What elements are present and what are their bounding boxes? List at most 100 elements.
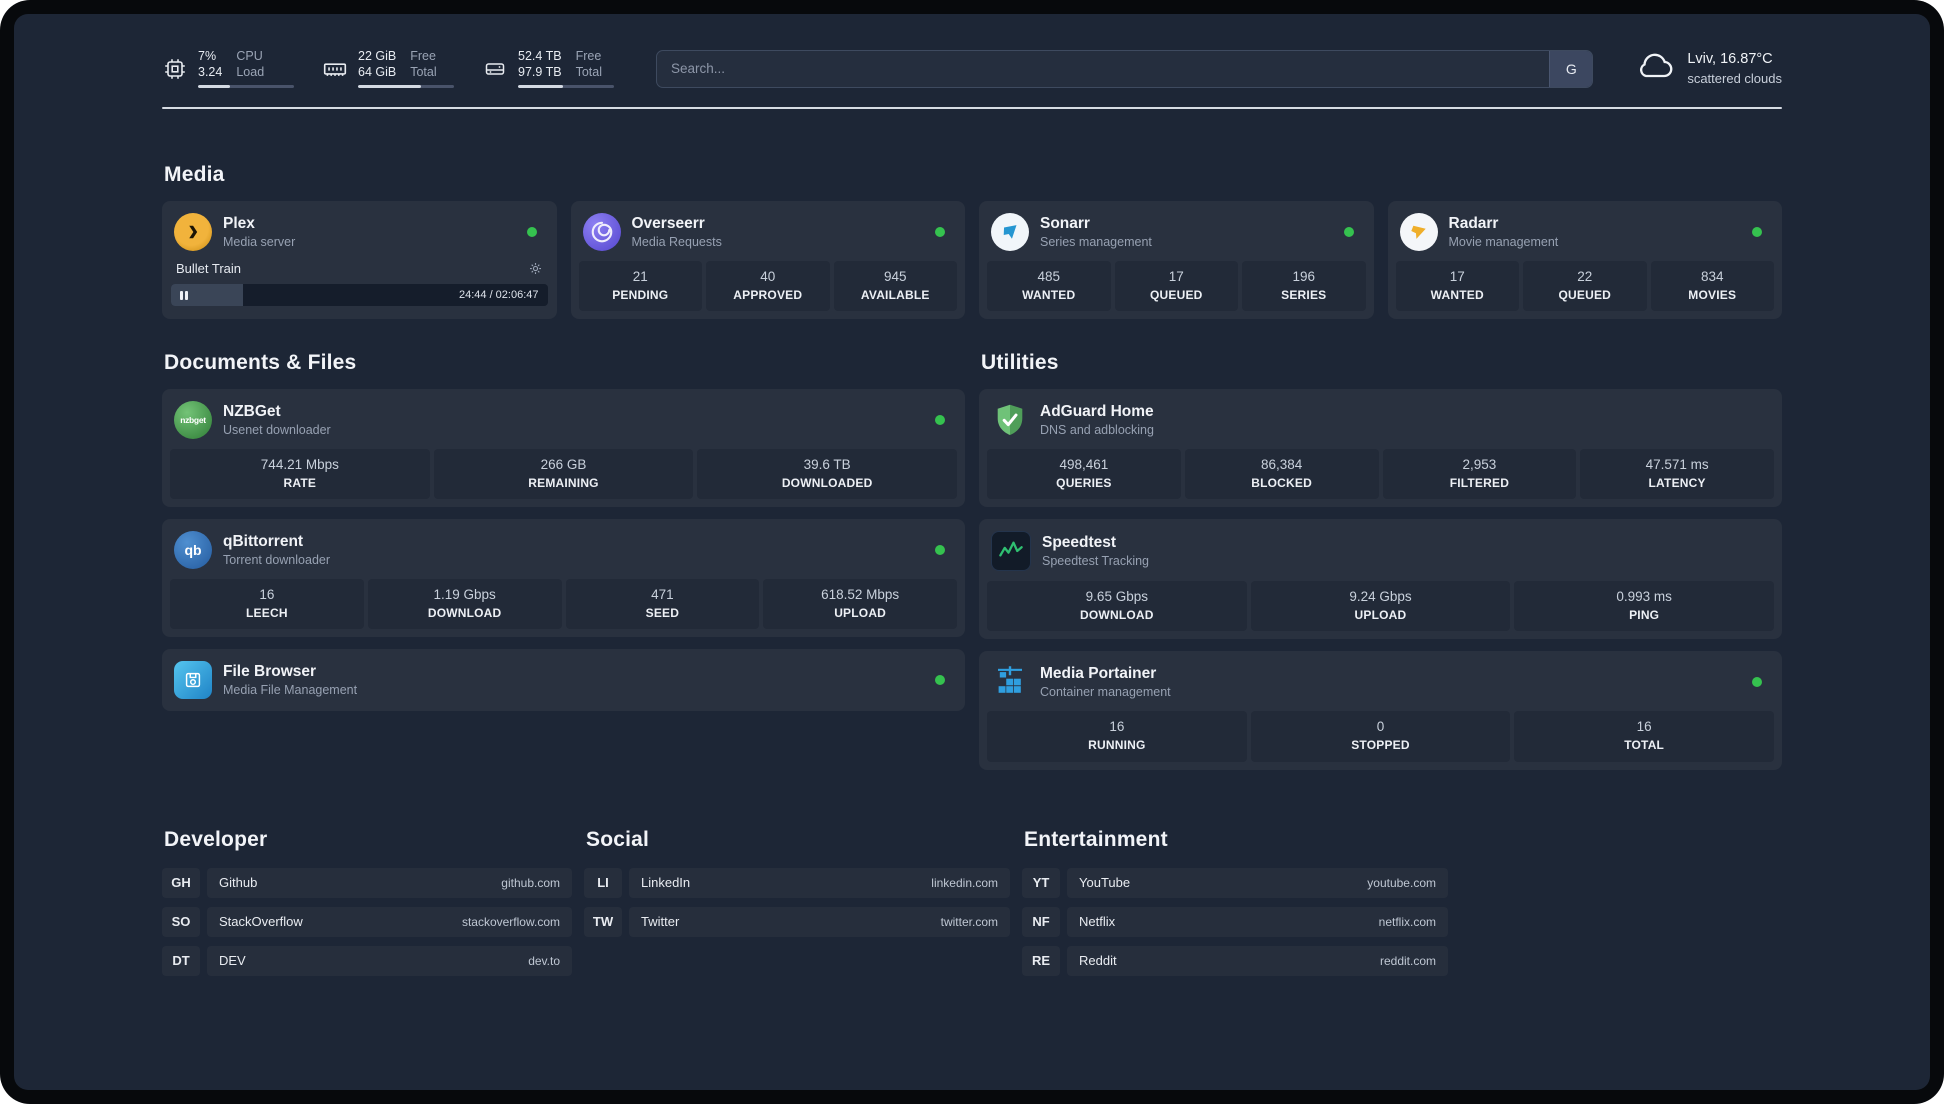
stat-tile: 86,384 BLOCKED xyxy=(1184,449,1379,500)
portainer-card[interactable]: Media Portainer Container management 16 R… xyxy=(979,651,1782,770)
stat-tile: 2,953 FILTERED xyxy=(1382,449,1577,500)
adguard-card[interactable]: AdGuard Home DNS and adblocking 498,461 Q… xyxy=(979,389,1782,508)
plex-card[interactable]: Plex Media server Bullet Train 24:44 / 0… xyxy=(162,201,557,320)
status-online-dot xyxy=(1343,227,1354,237)
header-divider xyxy=(162,107,1782,109)
pause-icon[interactable] xyxy=(180,290,188,300)
app-desc: Series management xyxy=(1040,234,1152,249)
portainer-stats: 16 RUNNING 0 STOPPED 16 TOTAL xyxy=(987,711,1774,762)
stat-label: WANTED xyxy=(1022,287,1076,302)
qbittorrent-card[interactable]: qb qBittorrent Torrent downloader 16 LEEC… xyxy=(162,519,965,638)
bookmark-abbr[interactable]: SO xyxy=(162,906,200,937)
search-engine-button[interactable]: G xyxy=(1549,50,1593,87)
nzbget-card[interactable]: nzbget NZBGet Usenet downloader 744.21 M… xyxy=(162,389,965,508)
nzbget-stats: 744.21 Mbps RATE 266 GB REMAINING 39.6 TB D… xyxy=(170,449,957,500)
bookmark-name: Netflix xyxy=(1079,914,1116,930)
stat-tile: 945 AVAILABLE xyxy=(833,261,957,312)
gear-icon[interactable] xyxy=(528,261,543,276)
weather-condition: scattered clouds xyxy=(1687,70,1782,86)
bookmark-youtube[interactable]: YT YouTube youtube.com xyxy=(1022,867,1448,898)
stat-value: 1.19 Gbps xyxy=(433,587,496,603)
bookmark-stackoverflow[interactable]: SO StackOverflow stackoverflow.com xyxy=(162,906,572,937)
nzbget-icon-text: nzbget xyxy=(180,415,206,426)
bookmark-abbr[interactable]: DT xyxy=(162,945,200,976)
radarr-card[interactable]: Radarr Movie management 17 WANTED 22 QUEUE… xyxy=(1387,201,1782,320)
disk-progress-fill xyxy=(518,85,564,89)
filebrowser-card[interactable]: File Browser Media File Management xyxy=(162,649,965,712)
stat-label: SERIES xyxy=(1281,287,1327,302)
sonarr-card[interactable]: Sonarr Series management 485 WANTED 17 QUE… xyxy=(979,201,1374,320)
dashboard-page: 7% 3.24 CPU Load xyxy=(14,14,1930,1090)
stat-tile: 16 TOTAL xyxy=(1514,711,1774,762)
now-playing-title: Bullet Train xyxy=(176,261,242,276)
overseerr-icon xyxy=(582,213,621,251)
weather-widget: Lviv, 16.87°C scattered clouds xyxy=(1635,46,1782,91)
stat-label: STOPPED xyxy=(1351,737,1410,752)
app-desc: Torrent downloader xyxy=(223,553,331,567)
bookmark-abbr[interactable]: YT xyxy=(1022,867,1060,898)
stat-label: UPLOAD xyxy=(1354,607,1407,622)
stat-tile: 498,461 QUERIES xyxy=(987,449,1181,500)
stat-tile: 17 QUEUED xyxy=(1114,261,1238,312)
cpu-icon xyxy=(162,56,188,82)
stat-label: APPROVED xyxy=(733,287,803,302)
bookmark-url: reddit.com xyxy=(1379,953,1436,968)
stat-tile: 16 LEECH xyxy=(170,579,364,630)
stat-label: RATE xyxy=(283,475,317,490)
bookmark-name: Github xyxy=(219,875,258,891)
stat-tile: 9.65 Gbps DOWNLOAD xyxy=(987,581,1247,632)
playback-progress-bar[interactable]: 24:44 / 02:06:47 xyxy=(171,284,548,306)
stat-value: 834 xyxy=(1700,269,1724,284)
stat-value: 0.993 ms xyxy=(1616,589,1672,605)
bookmark-linkedin[interactable]: LI LinkedIn linkedin.com xyxy=(584,867,1010,898)
search-input[interactable] xyxy=(657,50,1550,87)
bookmark-abbr[interactable]: RE xyxy=(1022,945,1060,976)
cpu-progress-bar xyxy=(198,85,294,89)
app-name: Overseerr xyxy=(631,214,705,232)
bookmark-abbr[interactable]: GH xyxy=(162,867,200,898)
bookmark-name: LinkedIn xyxy=(641,875,691,891)
bookmark-abbr[interactable]: LI xyxy=(584,867,622,898)
bookmark-reddit[interactable]: RE Reddit reddit.com xyxy=(1022,945,1448,976)
disk-progress-bar xyxy=(518,85,614,89)
stat-tile: 196 SERIES xyxy=(1242,261,1366,312)
app-desc: Container management xyxy=(1040,685,1171,700)
status-online-dot xyxy=(935,415,945,426)
media-section: Media Plex Media server Bullet Train xyxy=(162,163,1782,331)
stat-value: 16 xyxy=(1109,719,1125,735)
stat-label: QUERIES xyxy=(1056,475,1112,490)
stat-label: PENDING xyxy=(612,287,669,302)
portainer-icon xyxy=(991,663,1029,701)
app-name: AdGuard Home xyxy=(1040,403,1154,421)
memory-progress-fill xyxy=(358,85,422,89)
bookmark-abbr[interactable]: NF xyxy=(1022,906,1060,937)
stat-tile: 22 QUEUED xyxy=(1523,261,1647,312)
stat-label: FILTERED xyxy=(1449,475,1510,490)
documents-files-section: Documents & Files nzbget NZBGet Usenet d… xyxy=(162,351,965,781)
stat-value: 40 xyxy=(760,269,776,284)
app-name: Radarr xyxy=(1448,214,1499,232)
playback-time: 24:44 / 02:06:47 xyxy=(458,289,539,301)
bookmark-dev[interactable]: DT DEV dev.to xyxy=(162,945,572,976)
bookmark-url: netflix.com xyxy=(1378,914,1436,929)
adguard-stats: 498,461 QUERIES 86,384 BLOCKED 2,953 FILTER… xyxy=(987,449,1774,500)
status-online-dot xyxy=(935,545,945,556)
bookmark-url: dev.to xyxy=(528,953,560,968)
bookmark-github[interactable]: GH Github github.com xyxy=(162,867,572,898)
cloud-icon xyxy=(1635,46,1675,91)
disk-icon xyxy=(482,56,508,82)
overseerr-card[interactable]: Overseerr Media Requests 21 PENDING 40 APP… xyxy=(570,201,965,320)
sonarr-stats: 485 WANTED 17 QUEUED 196 SERIES xyxy=(987,261,1366,312)
qbittorrent-stats: 16 LEECH 1.19 Gbps DOWNLOAD 471 SEED 618.52… xyxy=(170,579,957,630)
bookmark-netflix[interactable]: NF Netflix netflix.com xyxy=(1022,906,1448,937)
cpu-progress-fill xyxy=(198,85,230,89)
memory-widget: 22 GiB 64 GiB Free Total xyxy=(322,49,454,89)
stat-label: WANTED xyxy=(1430,287,1484,302)
app-desc: Media Requests xyxy=(631,234,722,249)
stat-label: DOWNLOADED xyxy=(781,475,873,490)
bookmark-abbr[interactable]: TW xyxy=(584,906,622,937)
section-title-utilities: Utilities xyxy=(981,351,1059,375)
speedtest-card[interactable]: Speedtest Speedtest Tracking 9.65 Gbps DO… xyxy=(979,519,1782,640)
bookmark-twitter[interactable]: TW Twitter twitter.com xyxy=(584,906,1010,937)
